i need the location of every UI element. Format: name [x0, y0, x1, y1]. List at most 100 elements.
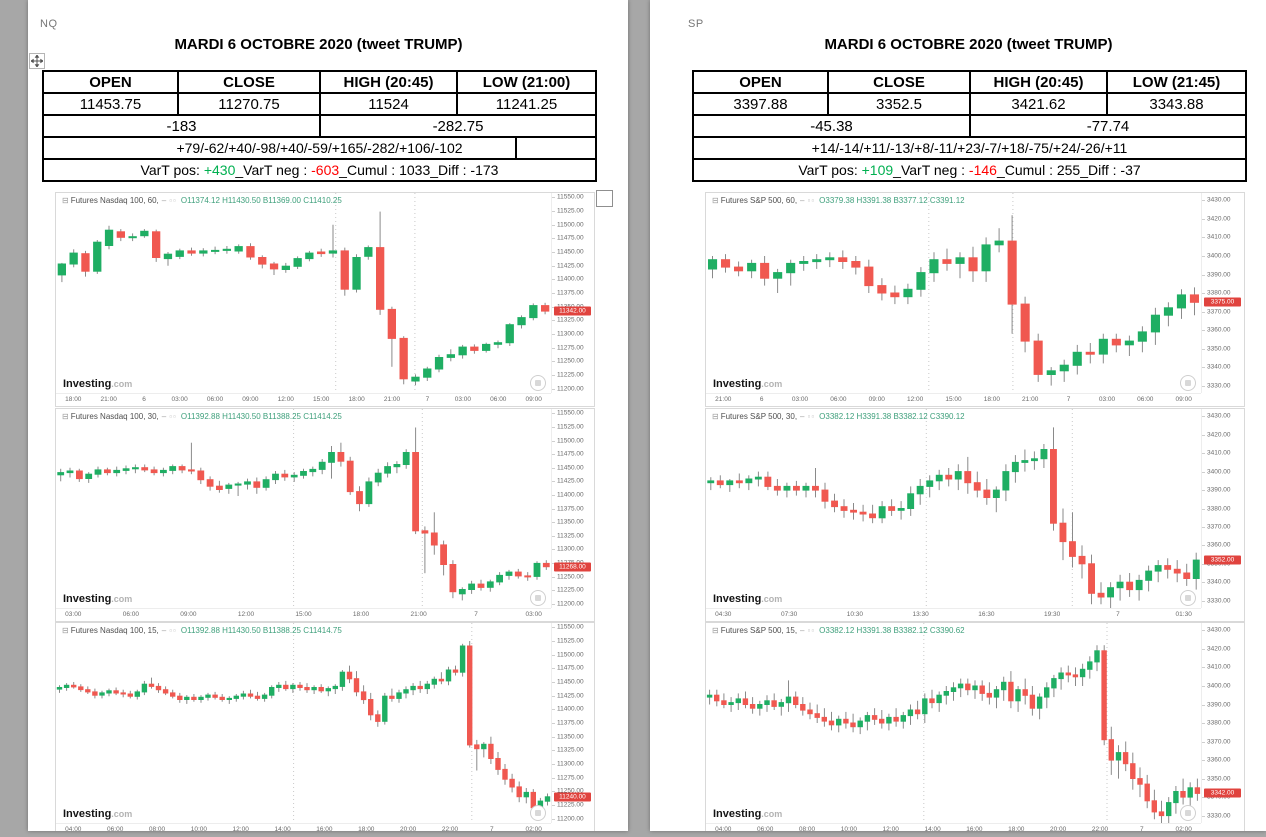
- candle: [972, 685, 978, 691]
- instrument-name: Futures Nasdaq 100, 30,: [70, 412, 159, 421]
- chart-sp-60[interactable]: ⊟ Futures S&P 500, 60, ‒ ▫▫ O3379.38 H3391.3…: [705, 192, 1245, 407]
- y-tick: [1202, 704, 1205, 706]
- candle: [1115, 752, 1122, 761]
- chart-nq-30[interactable]: ⊟ Futures Nasdaq 100, 30, ‒ ▫▫ O11392.88 H11…: [55, 408, 595, 622]
- open-header[interactable]: OPEN: [42, 70, 179, 94]
- candle: [120, 692, 126, 695]
- y-tick: [1202, 490, 1205, 492]
- y-tick: [552, 709, 555, 711]
- y-tick: [552, 627, 555, 629]
- close-header[interactable]: CLOSE: [827, 70, 971, 94]
- close-header[interactable]: CLOSE: [177, 70, 321, 94]
- candle: [240, 693, 247, 697]
- close-value[interactable]: 11270.75: [177, 92, 321, 116]
- object-selection-handle[interactable]: [596, 190, 613, 207]
- candle: [786, 262, 796, 274]
- variation-sequence[interactable]: +79/-62/+40/-98/+40/-59/+165/-282/+106/-…: [42, 136, 597, 160]
- x-tick-label: 21:00: [715, 396, 732, 403]
- candle: [311, 687, 317, 691]
- x-tick-label: 01:30: [1175, 611, 1192, 618]
- candle: [1137, 331, 1147, 342]
- y-tick: [552, 279, 555, 281]
- y-tick: [552, 454, 555, 456]
- candlestick-plot: [57, 409, 550, 608]
- variation-sequence[interactable]: +14/-14/+11/-13/+8/-11/+23/-7/+18/-75/+2…: [692, 136, 1247, 160]
- legend-dash: ‒: [161, 196, 167, 205]
- delta-high-low[interactable]: -282.75: [319, 114, 597, 138]
- y-tick-label: 11525.00: [557, 207, 584, 215]
- y-tick-label: 11400.00: [557, 275, 584, 283]
- low-value[interactable]: 3343.88: [1106, 92, 1247, 116]
- chart-nq-15[interactable]: ⊟ Futures Nasdaq 100, 15, ‒ ▫▫ O11392.88 H11…: [55, 622, 595, 831]
- delta-open-close[interactable]: -183: [42, 114, 321, 138]
- chart-legend: ⊟ Futures S&P 500, 30, ‒ ▫▫ O3382.12 H3391.3…: [712, 412, 965, 421]
- vart-summary[interactable]: VarT pos: +109_VarT neg : -146_Cumul : 2…: [692, 158, 1247, 182]
- chart-sp-30[interactable]: ⊟ Futures S&P 500, 30, ‒ ▫▫ O3382.12 H3391.3…: [705, 408, 1245, 622]
- investing-watermark: Investing.com: [63, 808, 132, 820]
- page-sp: SP MARDI 6 OCTOBRE 2020 (tweet TRUMP) OP…: [650, 0, 1266, 831]
- candle: [410, 685, 416, 691]
- candle: [986, 692, 993, 698]
- delta-open-close[interactable]: -45.38: [692, 114, 971, 138]
- x-tick-label: 18:00: [65, 396, 82, 403]
- page-nq: NQ MARDI 6 OCTOBRE 2020 (tweet TRUMP) OP…: [28, 0, 628, 831]
- candle: [541, 305, 550, 312]
- sheet-corner-label-nq: NQ: [40, 18, 58, 30]
- move-object-handle-icon[interactable]: [29, 53, 45, 69]
- low-value[interactable]: 11241.25: [456, 92, 597, 116]
- candle: [825, 257, 835, 261]
- candle: [1124, 340, 1134, 346]
- vart-summary[interactable]: VarT pos: +430_VarT neg : -603_Cumul : 1…: [42, 158, 597, 182]
- open-value[interactable]: 3397.88: [692, 92, 829, 116]
- ohlc-values: O3382.12 H3391.38 B3382.12 C3390.62: [819, 626, 965, 635]
- candle: [297, 684, 303, 688]
- open-header[interactable]: OPEN: [692, 70, 829, 94]
- high-value[interactable]: 11524: [319, 92, 458, 116]
- candle: [305, 252, 314, 260]
- low-header[interactable]: LOW (21:00): [456, 70, 597, 94]
- candle: [1007, 240, 1017, 305]
- instrument-name: Futures S&P 500, 15,: [720, 626, 798, 635]
- table-row: OPEN CLOSE HIGH (20:45) LOW (21:00): [42, 70, 597, 94]
- candle: [309, 468, 317, 473]
- delta-high-low[interactable]: -77.74: [969, 114, 1247, 138]
- candle: [486, 581, 494, 588]
- candle: [760, 262, 770, 279]
- chart-sp-15[interactable]: ⊟ Futures S&P 500, 15, ‒ ▫▫ O3382.12 H3391.3…: [705, 622, 1245, 831]
- y-tick-label: 11225.00: [557, 801, 584, 809]
- y-tick: [552, 750, 555, 752]
- candle: [92, 691, 98, 696]
- y-tick-label: 11325.00: [557, 746, 584, 754]
- candle: [423, 368, 432, 378]
- y-tick-label: 3400.00: [1207, 468, 1231, 476]
- candle: [1059, 364, 1069, 372]
- chart-legend: ⊟ Futures Nasdaq 100, 60, ‒ ▫▫ O11374.12 H11…: [62, 196, 342, 205]
- vart-neg-label: _VarT neg :: [893, 162, 969, 178]
- y-tick-label: 3330.00: [1207, 382, 1231, 390]
- close-value[interactable]: 3352.5: [827, 92, 971, 116]
- y-axis: 3430.00 3420.00 3410.00 3400.00 3390.00 3380.…: [1201, 409, 1244, 608]
- candle: [1046, 370, 1056, 376]
- candle: [459, 645, 466, 673]
- candle: [1192, 559, 1200, 580]
- x-tick-label: 7: [425, 396, 430, 403]
- candle: [957, 683, 964, 689]
- y-tick: [552, 252, 555, 253]
- candle: [1020, 303, 1030, 342]
- high-value[interactable]: 3421.62: [969, 92, 1108, 116]
- y-tick: [552, 576, 555, 578]
- high-header[interactable]: HIGH (20:45): [969, 70, 1108, 94]
- high-header[interactable]: HIGH (20:45): [319, 70, 458, 94]
- open-value[interactable]: 11453.75: [42, 92, 179, 116]
- candle: [749, 704, 756, 709]
- chart-nq-60[interactable]: ⊟ Futures Nasdaq 100, 60, ‒ ▫▫ O11374.12 H11…: [55, 192, 595, 407]
- cell-divider: [515, 137, 518, 159]
- y-tick: [552, 603, 555, 605]
- y-tick: [1202, 667, 1205, 669]
- x-tick-label: 6: [759, 396, 764, 403]
- stats-table-sp: OPEN CLOSE HIGH (20:45) LOW (21:45) 3397…: [692, 70, 1247, 182]
- y-tick: [1202, 416, 1205, 418]
- candle: [374, 472, 382, 483]
- candle: [127, 693, 133, 697]
- low-header[interactable]: LOW (21:45): [1106, 70, 1247, 94]
